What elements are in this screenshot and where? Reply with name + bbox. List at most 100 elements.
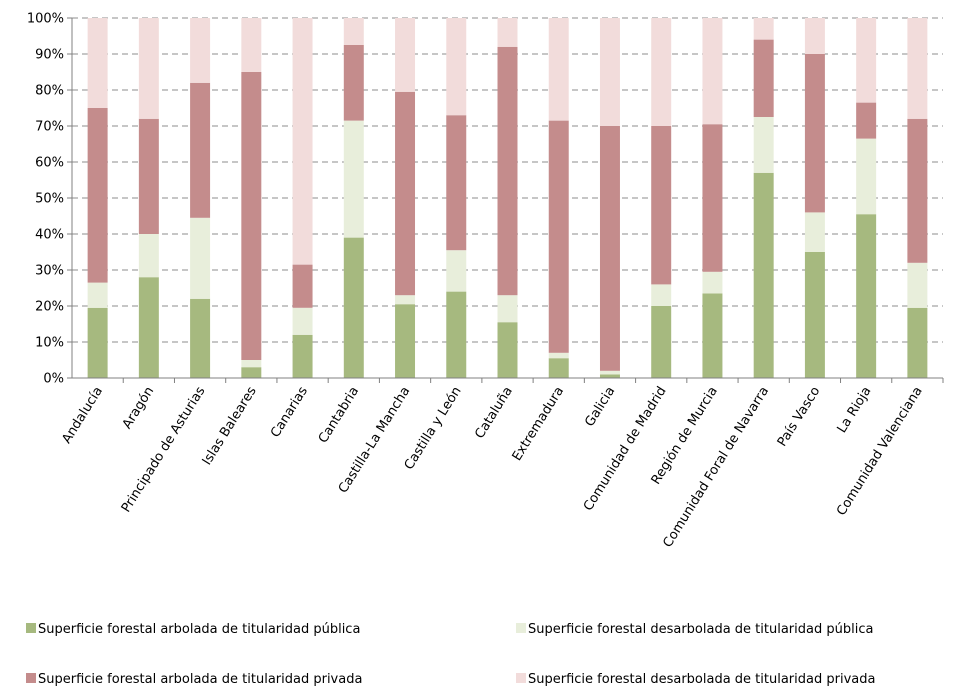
bar-canarias-series-3 (292, 264, 313, 308)
bar-comunidad-de-madrid-series-2 (651, 284, 672, 306)
bar-extremadura-series-2 (548, 352, 569, 359)
legend-swatch (516, 623, 526, 633)
bar-pais-vasco-series-4 (804, 18, 825, 54)
y-tick-label: 30% (35, 264, 64, 279)
y-tick-label: 10% (35, 336, 64, 351)
bar-la-rioja-series-4 (856, 18, 877, 103)
bar-region-de-murcia-series-3 (702, 124, 723, 272)
bar-andalucia-series-3 (87, 108, 108, 283)
bar-canarias-series-4 (292, 18, 313, 265)
x-tick-label: Islas Baleares (200, 384, 260, 468)
bar-comunidad-de-madrid-series-4 (651, 18, 672, 126)
bar-aragon-series-1 (138, 277, 159, 378)
bar-comunidad-valenciana-series-1 (907, 307, 928, 378)
x-tick-label: Andalucía (59, 384, 106, 446)
legend-swatch (516, 673, 526, 683)
bar-canarias-series-1 (292, 334, 313, 378)
y-tick-label: 80% (35, 84, 64, 99)
bar-principado-de-asturias-series-2 (190, 217, 211, 299)
bar-galicia-series-1 (599, 374, 620, 378)
bar-castilla-la-mancha-series-1 (395, 304, 416, 378)
bar-galicia-series-2 (599, 370, 620, 375)
x-tick-label: Canarias (268, 384, 311, 440)
bar-galicia-series-4 (599, 18, 620, 126)
bar-castilla-y-leon-series-4 (446, 18, 467, 116)
bar-comunidad-valenciana-series-4 (907, 18, 928, 119)
bar-comunidad-foral-de-navarra-series-4 (753, 18, 774, 40)
bar-aragon-series-2 (138, 234, 159, 278)
bar-la-rioja-series-3 (856, 102, 877, 139)
x-tick-label: Cantabria (316, 384, 362, 446)
bar-castilla-y-leon-series-3 (446, 115, 467, 251)
bar-castilla-la-mancha-series-4 (395, 18, 416, 92)
bar-castilla-y-leon-series-1 (446, 291, 467, 378)
bar-comunidad-valenciana-series-2 (907, 262, 928, 308)
x-tick-label: Aragón (120, 384, 157, 432)
bar-cantabria-series-2 (343, 120, 364, 238)
bar-cataluna-series-4 (497, 18, 518, 47)
bar-islas-baleares-series-4 (241, 18, 262, 72)
bar-extremadura-series-3 (548, 120, 569, 353)
bar-galicia-series-3 (599, 126, 620, 371)
bar-pais-vasco-series-3 (804, 54, 825, 213)
bar-region-de-murcia-series-1 (702, 293, 723, 378)
legend-label: Superficie forestal arbolada de titulari… (38, 672, 362, 687)
bar-cantabria-series-3 (343, 45, 364, 121)
bar-islas-baleares-series-2 (241, 360, 262, 368)
bar-canarias-series-2 (292, 307, 313, 335)
y-tick-label: 20% (35, 300, 64, 315)
bar-andalucia-series-2 (87, 282, 108, 308)
y-tick-label: 100% (27, 12, 64, 27)
y-axis-ticks: 0% 10% 20% 30% 40% 50% 60% 70% 80% 90% 100% (27, 12, 64, 387)
y-tick-label: 50% (35, 192, 64, 207)
bar-la-rioja-series-1 (856, 214, 877, 378)
bar-comunidad-foral-de-navarra-series-1 (753, 172, 774, 378)
legend-label: Superficie forestal arbolada de titulari… (38, 622, 360, 637)
bar-cataluna-series-1 (497, 322, 518, 378)
legend-swatch (26, 673, 36, 683)
bar-region-de-murcia-series-2 (702, 271, 723, 294)
bar-andalucia-series-1 (87, 307, 108, 378)
bar-comunidad-foral-de-navarra-series-2 (753, 117, 774, 173)
bar-extremadura-series-4 (548, 18, 569, 121)
bar-aragon-series-4 (138, 18, 159, 119)
x-tick-label: Comunidad Valenciana (834, 384, 926, 518)
x-tick-label: Comunidad Foral de Navarra (660, 384, 772, 550)
bar-islas-baleares-series-3 (241, 72, 262, 360)
bar-extremadura-series-1 (548, 358, 569, 378)
y-tick-label: 0% (43, 372, 64, 387)
bar-comunidad-de-madrid-series-1 (651, 306, 672, 378)
bar-andalucia-series-4 (87, 18, 108, 108)
x-tick-label: Extremadura (510, 384, 567, 464)
bar-castilla-la-mancha-series-2 (395, 295, 416, 305)
bar-cantabria-series-4 (343, 18, 364, 45)
bar-aragon-series-3 (138, 118, 159, 234)
x-tick-label: Castilla y León (402, 384, 465, 472)
bar-cataluna-series-2 (497, 295, 518, 323)
legend-label: Superficie forestal desarbolada de titul… (528, 672, 875, 687)
legend: Superficie forestal arbolada de titulari… (26, 622, 875, 687)
bar-pais-vasco-series-2 (804, 212, 825, 252)
bar-pais-vasco-series-1 (804, 252, 825, 378)
axes (67, 17, 944, 383)
y-tick-label: 70% (35, 120, 64, 135)
x-tick-label: Cataluña (472, 384, 516, 441)
bar-principado-de-asturias-series-1 (190, 298, 211, 378)
x-tick-label: Galicia (582, 384, 618, 429)
bar-cantabria-series-1 (343, 237, 364, 378)
bar-principado-de-asturias-series-3 (190, 82, 211, 218)
bars (87, 18, 928, 378)
bar-castilla-la-mancha-series-3 (395, 91, 416, 296)
bar-region-de-murcia-series-4 (702, 18, 723, 125)
bar-comunidad-de-madrid-series-3 (651, 126, 672, 285)
y-tick-label: 40% (35, 228, 64, 243)
bar-la-rioja-series-2 (856, 138, 877, 215)
y-tick-label: 60% (35, 156, 64, 171)
x-tick-label: País Vasco (775, 384, 823, 449)
legend-label: Superficie forestal desarbolada de titul… (528, 622, 873, 637)
bar-castilla-y-leon-series-2 (446, 250, 467, 292)
bar-comunidad-foral-de-navarra-series-3 (753, 39, 774, 117)
